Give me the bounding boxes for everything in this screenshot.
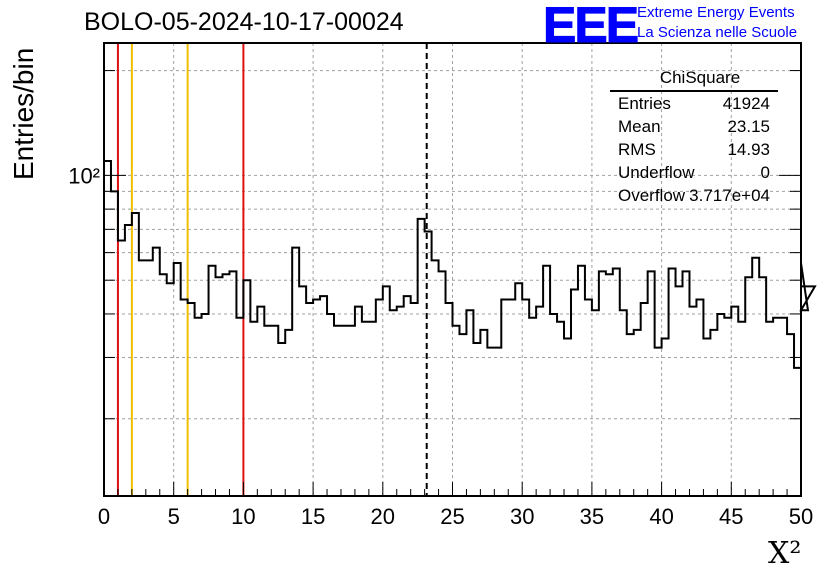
stats-key: Entries [618,94,671,113]
x-tick-label: 5 [168,504,180,529]
stats-value: 0 [760,163,770,182]
chart-title: BOLO-05-2024-10-17-00024 [84,8,404,36]
stats-value: 14.93 [727,140,770,159]
x-tick-label: 35 [580,504,604,529]
stats-value: 3.717e+04 [689,186,770,205]
eee-logo: EEE [542,0,639,53]
stats-box: ChiSquare Entries 41924 Mean 23.15 RMS 1… [610,68,778,207]
stats-title: ChiSquare [610,68,778,92]
stats-key: Mean [618,117,661,136]
x-tick-label: 50 [789,504,813,529]
y-axis-label: Entries/bin [8,47,39,180]
x-tick-label: 30 [510,504,534,529]
axis-ticks [103,70,802,496]
stats-key: Underflow [618,163,695,182]
stats-value: 41924 [722,94,770,113]
stats-key: Overflow [618,186,686,205]
y-tick-label: 10² [68,163,100,188]
y-tick-labels: 10² [68,163,100,188]
marker-lines [116,43,428,496]
stats-row-rms: RMS 14.93 [610,138,778,161]
x-tick-label: 10 [231,504,255,529]
logo-line-2: La Scienza nelle Scuole [637,24,798,41]
stats-row-overflow: Overflow 3.717e+04 [610,184,778,207]
stats-value: 23.15 [727,117,770,136]
x-tick-label: 0 [98,504,110,529]
histogram-bars [104,159,817,369]
logo-line-1: Extreme Energy Events [637,4,795,21]
x-tick-labels: 0 5 10 15 20 25 30 35 40 45 50 [98,504,813,529]
x-tick-label: 25 [440,504,464,529]
x-tick-label: 45 [719,504,743,529]
stats-row-underflow: Underflow 0 [610,161,778,184]
grid-lines [104,43,801,496]
x-tick-label: 15 [301,504,325,529]
stats-row-entries: Entries 41924 [610,92,778,115]
stats-row-mean: Mean 23.15 [610,115,778,138]
x-axis-label: X² [768,536,802,571]
stats-key: RMS [618,140,656,159]
x-tick-label: 20 [371,504,395,529]
x-tick-label: 40 [649,504,673,529]
